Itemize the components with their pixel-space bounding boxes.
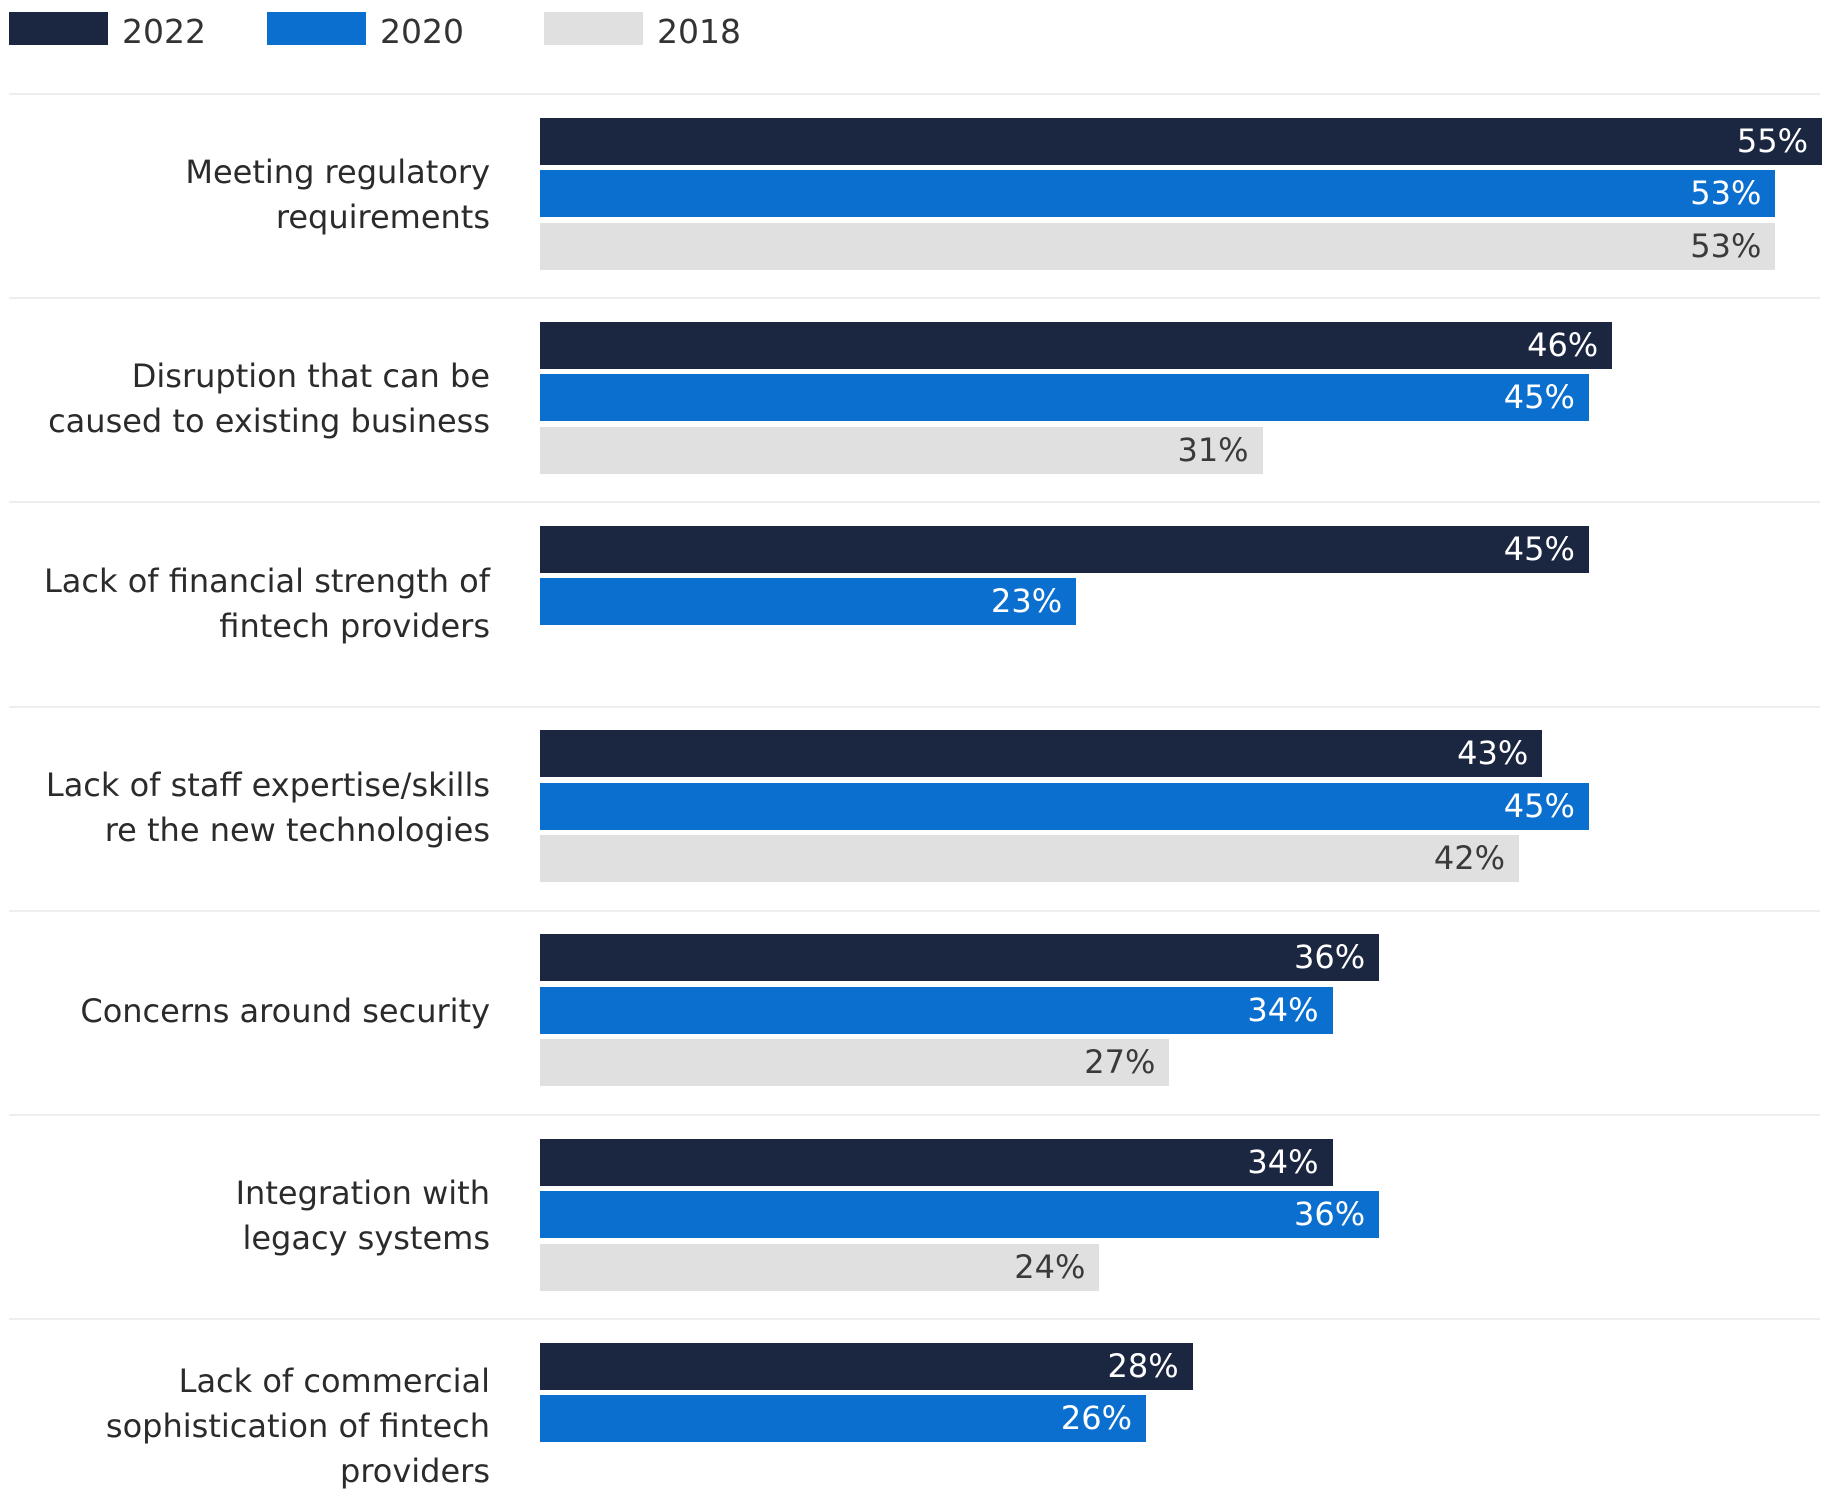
bar [540, 1138, 1333, 1186]
bar [540, 170, 1776, 217]
bar [540, 374, 1589, 422]
bar [540, 578, 1077, 626]
category-label: Lack of commercial [178, 1361, 490, 1400]
bar [540, 222, 1776, 270]
value-label: 36% [1294, 938, 1366, 977]
category-label: fintech providers [219, 606, 490, 645]
bar [540, 1243, 1100, 1291]
category-label: Integration with [235, 1174, 490, 1213]
bar [540, 934, 1380, 982]
separator [9, 297, 1820, 300]
legend-swatch [544, 12, 643, 45]
value-label: 42% [1433, 839, 1505, 878]
value-label: 36% [1294, 1195, 1366, 1233]
legend-swatch [9, 12, 108, 45]
separator [9, 501, 1820, 504]
value-label: 31% [1177, 430, 1249, 469]
bar [540, 321, 1613, 369]
category-label: Disruption that can be [131, 357, 490, 396]
legend-label: 2020 [380, 12, 464, 51]
value-label: 34% [1247, 1142, 1319, 1181]
category-label: Meeting regulatory [185, 153, 490, 192]
value-label: 46% [1527, 325, 1599, 364]
legend-swatch [267, 12, 366, 45]
category-label: providers [340, 1451, 490, 1490]
bar [540, 1039, 1170, 1087]
category-label: sophistication of fintech [105, 1406, 490, 1445]
category-label: requirements [275, 198, 490, 237]
value-label: 23% [990, 582, 1063, 621]
legend-label: 2022 [122, 12, 206, 51]
category-label: Lack of staff expertise/skills [45, 765, 490, 804]
bar [540, 1191, 1380, 1238]
value-label: 55% [1736, 121, 1808, 160]
category-label: Lack of financial strength of [43, 561, 490, 600]
value-label: 53% [1690, 174, 1762, 212]
value-label: 53% [1690, 226, 1762, 265]
value-label: 34% [1247, 990, 1319, 1029]
bar [540, 835, 1519, 883]
category-label: re the new technologies [104, 810, 490, 849]
bar [540, 730, 1543, 778]
separator [9, 705, 1820, 708]
bar [540, 986, 1333, 1034]
category-label: Concerns around security [80, 992, 490, 1031]
bar [540, 782, 1589, 830]
separator [9, 1114, 1820, 1116]
bar [540, 525, 1589, 573]
value-label: 45% [1503, 786, 1575, 825]
separator [9, 909, 1820, 912]
value-label: 43% [1457, 734, 1529, 773]
bar [540, 1395, 1147, 1443]
category-label: legacy systems [242, 1219, 490, 1258]
value-label: 24% [1014, 1247, 1086, 1286]
value-label: 28% [1107, 1346, 1179, 1385]
value-label: 26% [1060, 1399, 1133, 1438]
category-label: caused to existing business [48, 402, 490, 441]
value-label: 45% [1503, 378, 1575, 417]
value-label: 27% [1084, 1043, 1156, 1082]
bar [540, 117, 1822, 165]
legend-label: 2018 [657, 12, 741, 51]
bar [540, 426, 1263, 474]
bar [540, 1342, 1193, 1390]
separator [9, 1318, 1820, 1321]
value-label: 45% [1503, 529, 1575, 568]
separator [9, 93, 1820, 95]
